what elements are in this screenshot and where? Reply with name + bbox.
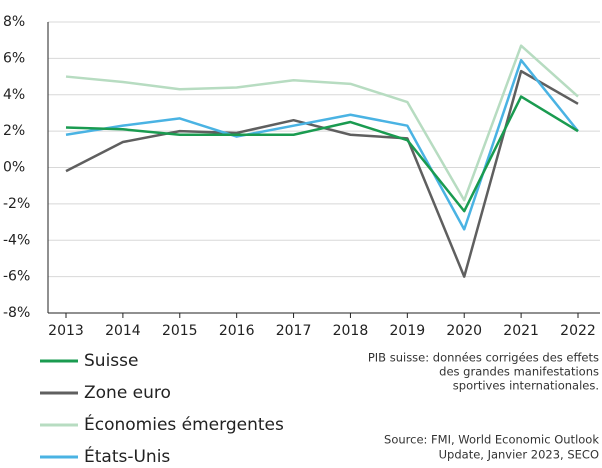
x-tick-label: 2015 bbox=[162, 323, 198, 339]
x-tick-label: 2022 bbox=[560, 323, 596, 339]
y-tick-label: -8% bbox=[3, 305, 30, 321]
annotation: PIB suisse: données corrigées des effets bbox=[368, 351, 599, 365]
legend-label: Zone euro bbox=[84, 383, 171, 403]
legend-label: Suisse bbox=[84, 351, 138, 371]
y-tick-label: 6% bbox=[3, 50, 25, 66]
annotation: Update, Janvier 2023, SECO bbox=[439, 448, 599, 462]
x-tick-label: 2019 bbox=[390, 323, 426, 339]
annotation: Source: FMI, World Economic Outlook bbox=[384, 433, 599, 447]
line-series bbox=[65, 44, 579, 202]
annotation: sportives internationales. bbox=[453, 379, 599, 393]
line-series bbox=[65, 95, 579, 213]
y-tick-label: -4% bbox=[3, 232, 30, 248]
x-tick-label: 2016 bbox=[219, 323, 255, 339]
y-tick-label: -2% bbox=[3, 196, 30, 212]
y-tick-label: -6% bbox=[3, 269, 30, 285]
x-tick-label: 2021 bbox=[503, 323, 539, 339]
y-tick-label: 2% bbox=[3, 123, 25, 139]
annotation: des grandes manifestations bbox=[439, 365, 599, 379]
legend-label: États-Unis bbox=[84, 445, 170, 467]
x-tick-label: 2017 bbox=[276, 323, 312, 339]
legend-label: Économies émergentes bbox=[84, 413, 284, 435]
x-tick-label: 2014 bbox=[105, 323, 141, 339]
x-tick-label: 2013 bbox=[48, 323, 84, 339]
line-series bbox=[65, 58, 579, 231]
x-tick-label: 2018 bbox=[333, 323, 369, 339]
y-tick-label: 8% bbox=[3, 14, 25, 30]
y-tick-label: 0% bbox=[3, 160, 25, 176]
y-tick-label: 4% bbox=[3, 87, 25, 103]
x-tick-label: 2020 bbox=[446, 323, 482, 339]
